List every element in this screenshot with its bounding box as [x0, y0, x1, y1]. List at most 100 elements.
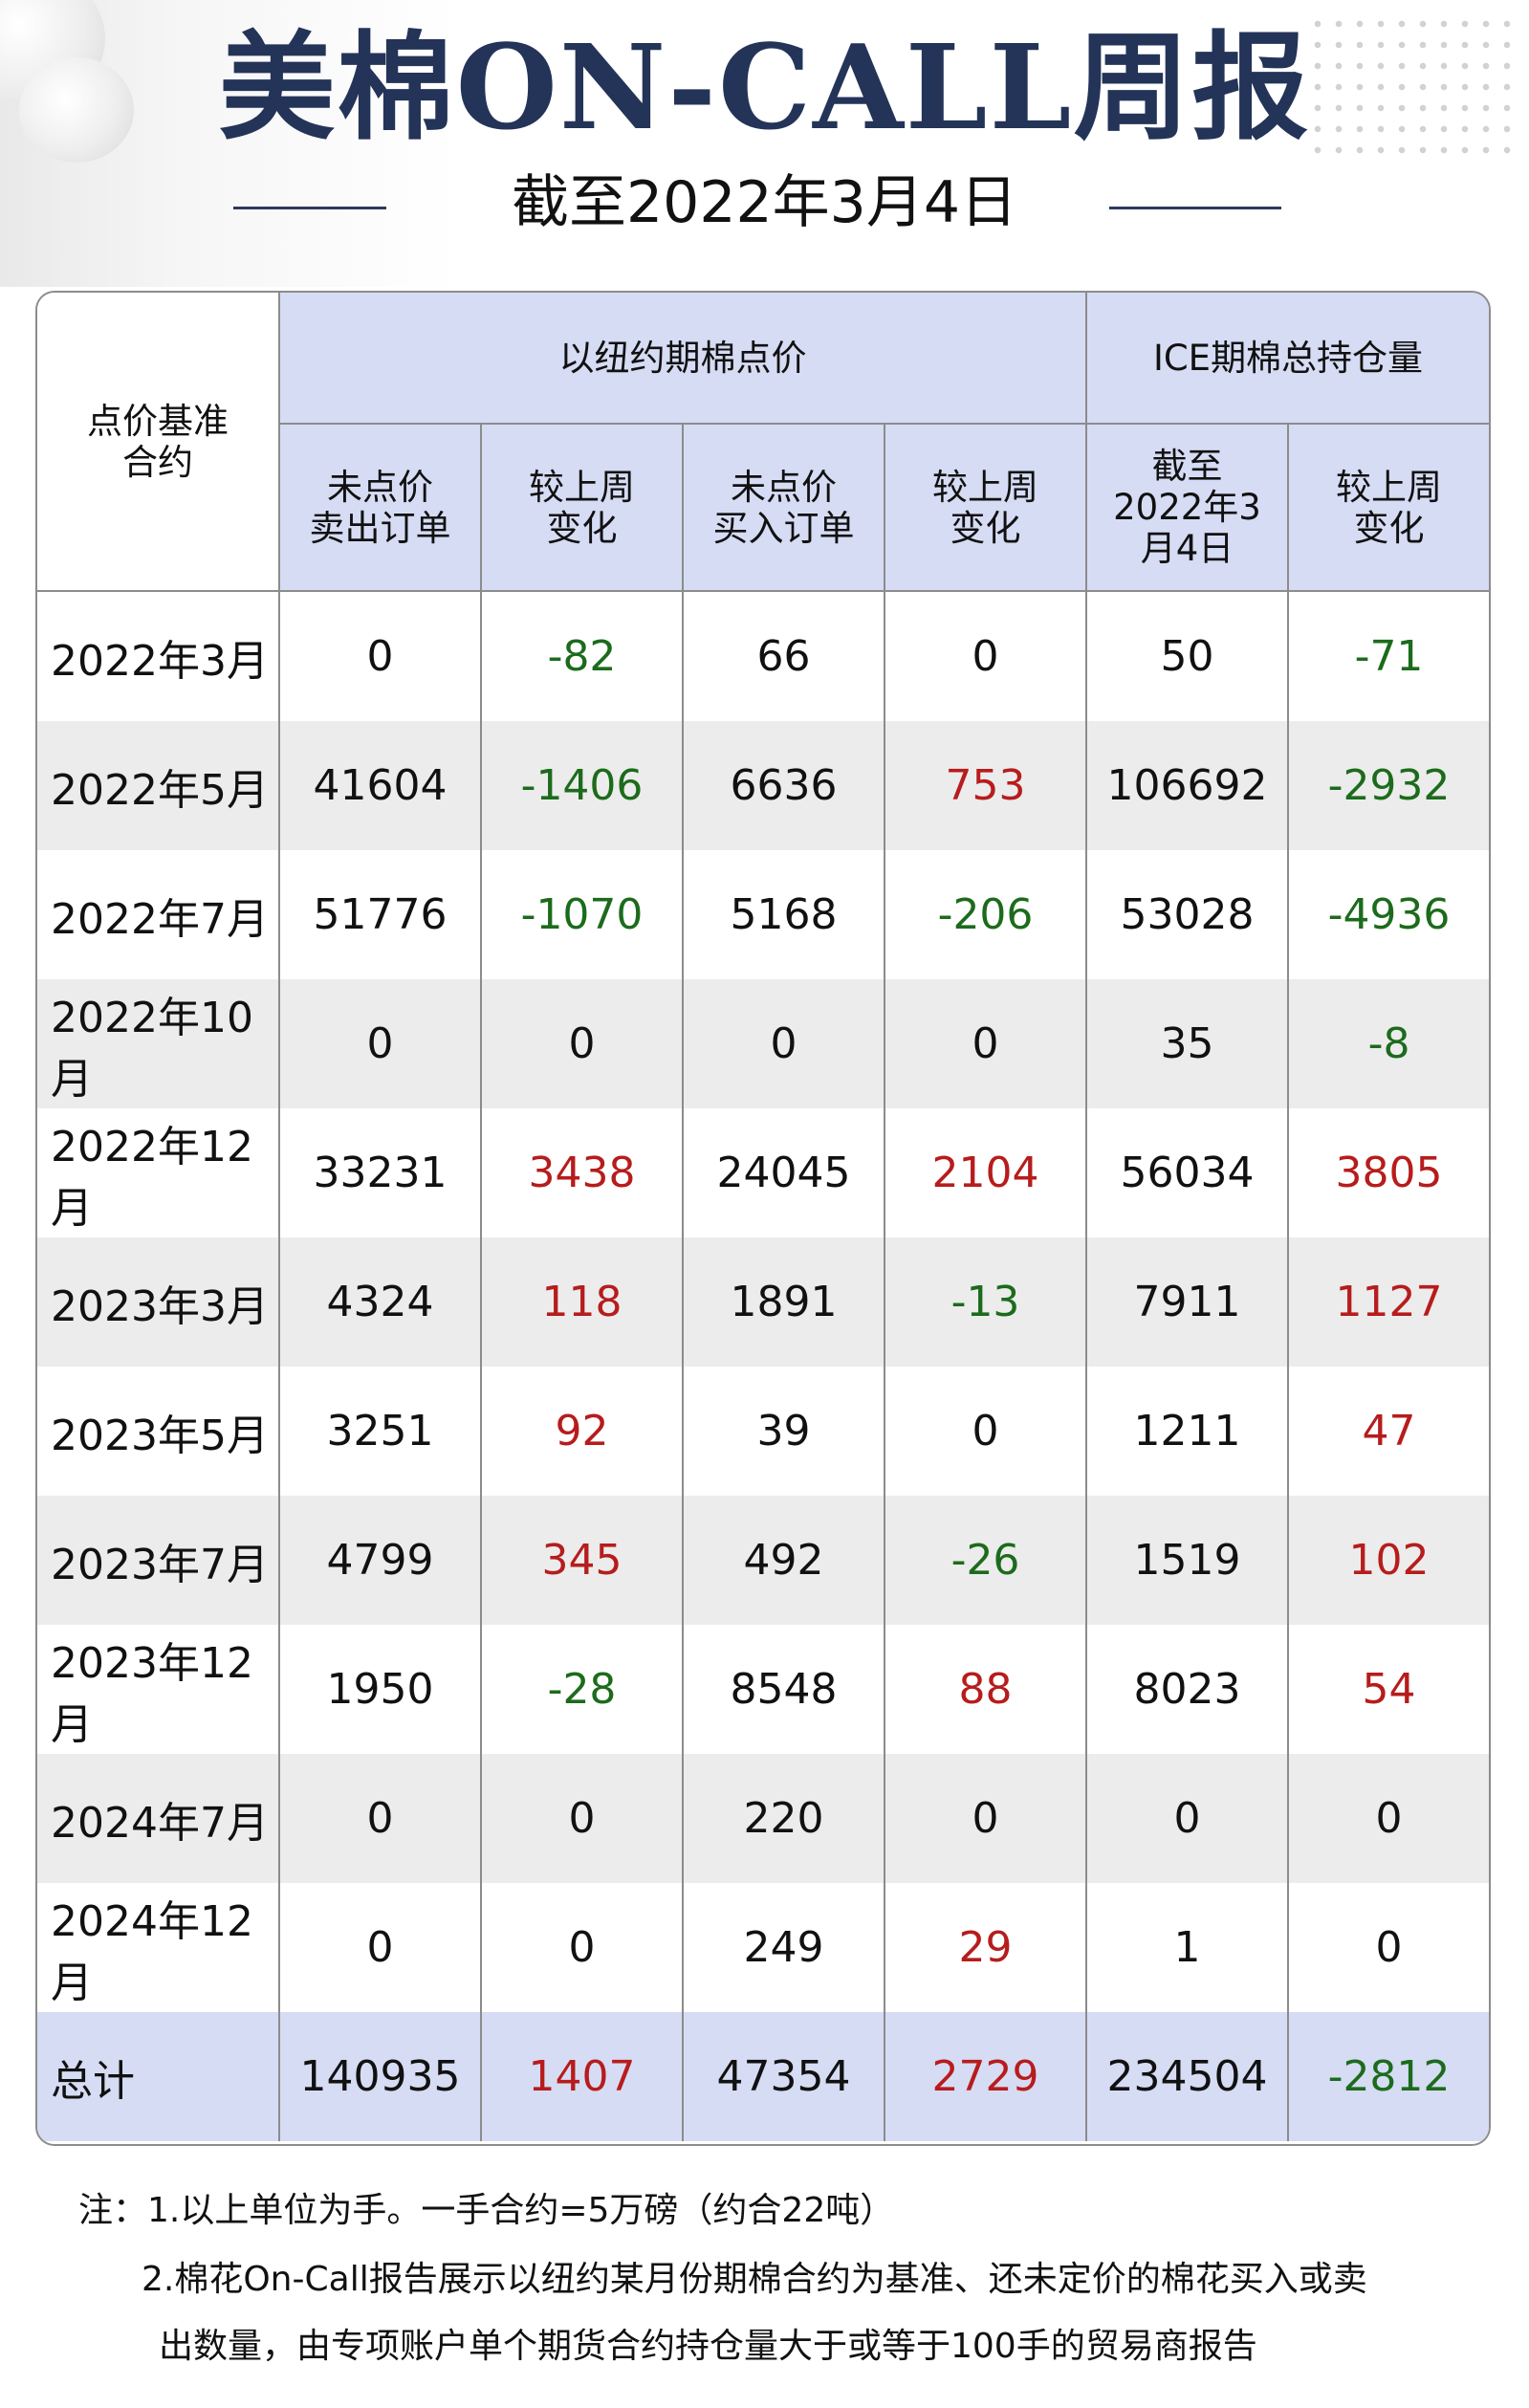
contract-label: 2023年12月: [37, 1625, 280, 1754]
contract-label: 2022年5月: [37, 721, 280, 850]
table-cell: -26: [885, 1496, 1087, 1625]
table-cell: 1950: [279, 1625, 482, 1754]
table-cell: 2104: [885, 1108, 1087, 1237]
table-row: 2024年7月 0 0 220 0 0 0: [37, 1754, 1489, 1883]
table-cell: -82: [481, 591, 684, 721]
table-cell: 0: [683, 979, 885, 1108]
table-cell: 140935: [279, 2012, 482, 2141]
table-cell: -13: [885, 1237, 1087, 1367]
table-cell: 88: [885, 1625, 1087, 1754]
table-row: 2022年12月 33231 3438 24045 2104 56034 3805: [37, 1108, 1489, 1237]
table-cell: 106692: [1086, 721, 1289, 850]
col-header: 未点价 买入订单: [683, 424, 885, 592]
table-cell: 8023: [1086, 1625, 1289, 1754]
contract-label: 2024年7月: [37, 1754, 280, 1883]
table-cell: 41604: [279, 721, 482, 850]
col-header: 较上周 变化: [1288, 424, 1489, 592]
table-row: 2022年3月 0 -82 66 0 50 -71: [37, 591, 1489, 721]
table-cell: 7911: [1086, 1237, 1289, 1367]
table-cell: -1070: [481, 850, 684, 979]
table-cell: 1891: [683, 1237, 885, 1367]
total-label: 总计: [37, 2012, 280, 2141]
table-cell: -71: [1354, 632, 1424, 681]
table-cell: 234504: [1086, 2012, 1289, 2141]
table-cell: 56034: [1086, 1108, 1289, 1237]
table-cell: 47: [1362, 1407, 1416, 1456]
table-cell: 1407: [481, 2012, 684, 2141]
table-cell: 0: [279, 979, 482, 1108]
table-cell: 35: [1086, 979, 1289, 1108]
table-cell: 249: [683, 1883, 885, 2012]
table-row: 2023年7月 4799 345 492 -26 1519 102: [37, 1496, 1489, 1625]
table-cell: 53028: [1086, 850, 1289, 979]
contract-label: 2023年3月: [37, 1237, 280, 1367]
table-cell: 0: [481, 1754, 684, 1883]
table-cell: -206: [885, 850, 1087, 979]
table-row: 2022年10月 0 0 0 0 35 -8: [37, 979, 1489, 1108]
table-body: 2022年3月 0 -82 66 0 50 -71 2022年5月 41604 -1406 6636…: [37, 591, 1489, 2141]
table-cell: 0: [279, 1754, 482, 1883]
table-cell: 1211: [1086, 1367, 1289, 1496]
table-cell: 51776: [279, 850, 482, 979]
table-cell: 2729: [885, 2012, 1087, 2141]
table-cell: 220: [683, 1754, 885, 1883]
cotton-boll-image: [19, 57, 134, 163]
table-cell: -1406: [481, 721, 684, 850]
table-cell: 0: [279, 1883, 482, 2012]
table-cell: 54: [1362, 1665, 1416, 1714]
table-row: 2023年5月 3251 92 39 0 1211 47: [37, 1367, 1489, 1496]
col-header: 未点价 卖出订单: [279, 424, 482, 592]
corner-header: 点价基准 合约: [37, 293, 280, 592]
table-cell: 0: [481, 1883, 684, 2012]
table-cell: 39: [683, 1367, 885, 1496]
table-cell: 0: [1375, 1923, 1403, 1972]
contract-label: 2023年5月: [37, 1367, 280, 1496]
table-cell: 6636: [683, 721, 885, 850]
table-cell: 0: [1086, 1754, 1289, 1883]
table-row: 2024年12月 0 0 249 29 1 0: [37, 1883, 1489, 2012]
table-cell: 492: [683, 1496, 885, 1625]
table-cell: 4799: [279, 1496, 482, 1625]
table-cell: 66: [683, 591, 885, 721]
table-cell: -2812: [1288, 2012, 1489, 2141]
table-cell: 0: [481, 979, 684, 1108]
note-2-line-1: 2.棉花On-Call报告展示以纽约某月份期棉合约为基准、还未定价的棉花买入或卖: [142, 2260, 1367, 2299]
table-cell: 753: [885, 721, 1087, 850]
table-cell: 33231: [279, 1108, 482, 1237]
table-cell: 50: [1086, 591, 1289, 721]
table-cell: -2932: [1288, 721, 1489, 850]
table-cell: 3805: [1335, 1149, 1443, 1197]
table-cell: 1: [1086, 1883, 1289, 2012]
table-row: 2023年12月 1950 -28 8548 88 8023 54: [37, 1625, 1489, 1754]
col-header: 较上周 变化: [885, 424, 1087, 592]
table-cell: 0: [279, 591, 482, 721]
contract-label: 2022年10月: [37, 979, 280, 1108]
table-cell: 5168: [683, 850, 885, 979]
group-header-ice-open-interest: ICE期棉总持仓量: [1086, 293, 1489, 425]
table-cell: -4936: [1327, 890, 1451, 939]
page-title: 美棉ON-CALL周报: [218, 18, 1311, 156]
table-cell: 3251: [279, 1367, 482, 1496]
title-divider-right: [1109, 207, 1281, 209]
col-header: 截至 2022年3 月4日: [1086, 424, 1289, 592]
table-row: 2022年5月 41604 -1406 6636 753 106692 -2932: [37, 721, 1489, 850]
table-cell: 92: [481, 1367, 684, 1496]
page-subtitle: 截至2022年3月4日: [511, 169, 1018, 236]
col-header: 较上周 变化: [481, 424, 684, 592]
table-cell: 0: [1288, 1754, 1489, 1883]
table-cell: 4324: [279, 1237, 482, 1367]
table-cell: -28: [481, 1625, 684, 1754]
table-row: 2022年7月 51776 -1070 5168 -206 53028 -4936: [37, 850, 1489, 979]
on-call-table: 点价基准 合约 以纽约期棉点价 ICE期棉总持仓量 未点价 卖出订单 较上周 变…: [35, 291, 1491, 2146]
title-divider-left: [233, 207, 386, 209]
table-cell: -8: [1288, 979, 1489, 1108]
note-1: 注：1.以上单位为手。一手合约=5万磅（约合22吨）: [78, 2191, 895, 2230]
group-header-ny-cotton: 以纽约期棉点价: [279, 293, 1087, 425]
contract-label: 2022年12月: [37, 1108, 280, 1237]
table-cell: 1127: [1288, 1237, 1489, 1367]
table-cell: 118: [481, 1237, 684, 1367]
table-cell: 0: [885, 591, 1087, 721]
contract-label: 2022年3月: [37, 591, 280, 721]
table-cell: 1519: [1086, 1496, 1289, 1625]
table-cell: 24045: [683, 1108, 885, 1237]
